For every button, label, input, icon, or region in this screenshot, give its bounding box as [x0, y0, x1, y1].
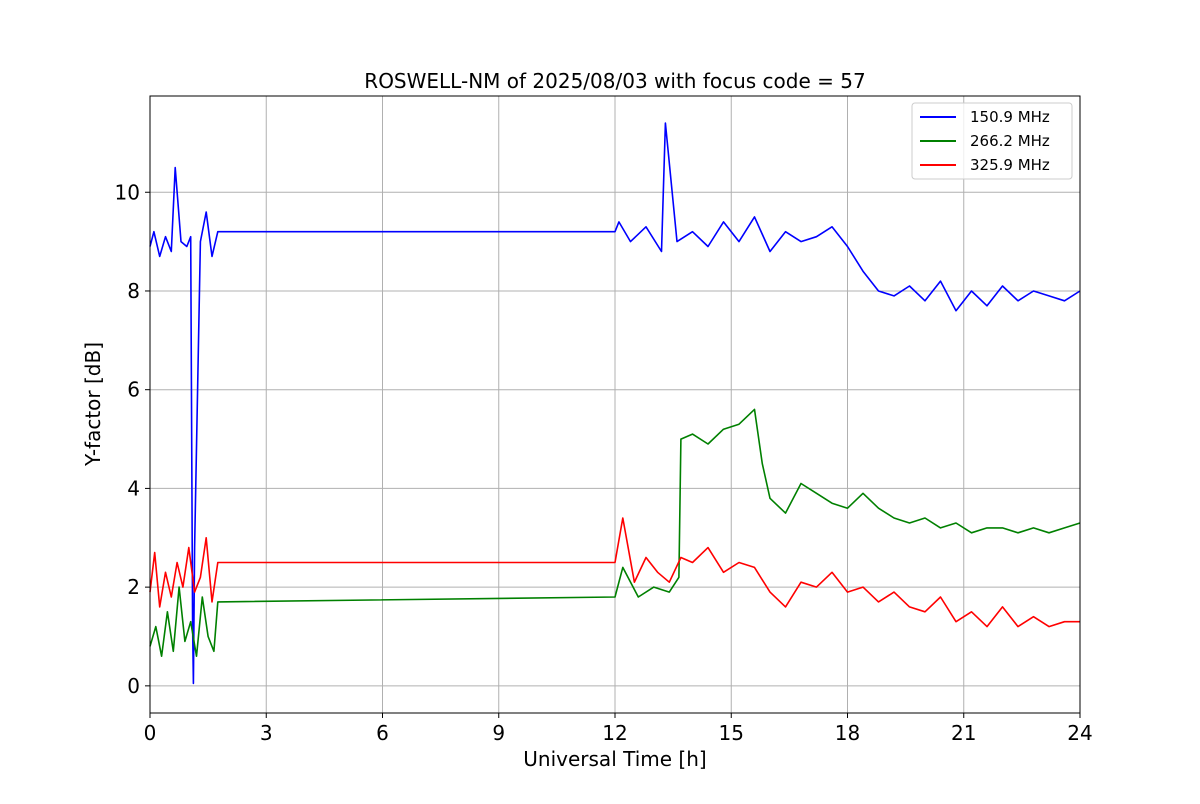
legend: 150.9 MHz 266.2 MHz 325.9 MHz	[911, 102, 1073, 180]
x-tick-label: 9	[492, 721, 505, 745]
chart-title: ROSWELL-NM of 2025/08/03 with focus code…	[364, 69, 865, 93]
legend-label-266-2: 266.2 MHz	[970, 132, 1050, 150]
legend-label-325-9: 325.9 MHz	[970, 156, 1050, 174]
series-layer	[149, 122, 1081, 685]
y-tick-label: 6	[127, 378, 140, 402]
x-tick-label: 24	[1067, 721, 1092, 745]
x-tick-label: 18	[835, 721, 860, 745]
y-tick-label: 8	[127, 279, 140, 303]
legend-label-150-9: 150.9 MHz	[970, 108, 1050, 126]
y-tick-label: 2	[127, 575, 140, 599]
y-axis-label: Y-factor [dB]	[81, 342, 105, 467]
x-tick-label: 6	[376, 721, 389, 745]
x-tick-label: 3	[260, 721, 273, 745]
y-tick-label: 0	[127, 674, 140, 698]
y-tick-label: 10	[115, 180, 140, 204]
x-tick-label: 12	[602, 721, 627, 745]
x-tick-label: 15	[719, 721, 744, 745]
series-line-150-9-mhz	[149, 122, 1081, 685]
x-tick-label: 21	[951, 721, 976, 745]
y-tick-label: 4	[127, 476, 140, 500]
legend-box	[911, 102, 1073, 180]
x-axis-label: Universal Time [h]	[523, 747, 706, 771]
series-line-325-9-mhz	[149, 517, 1080, 628]
x-tick-label: 0	[144, 721, 157, 745]
series-line-266-2-mhz	[149, 408, 1081, 658]
